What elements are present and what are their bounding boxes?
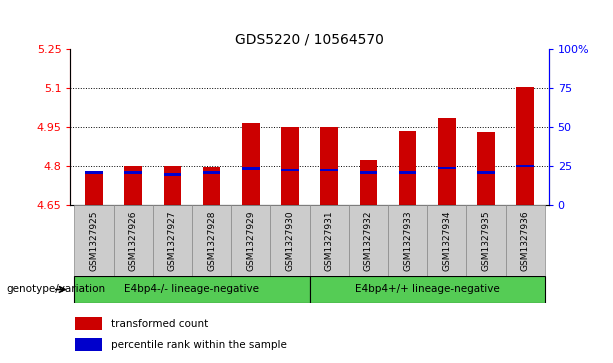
Text: GSM1327932: GSM1327932 [364, 211, 373, 271]
Bar [74, 276, 310, 303]
Text: transformed count: transformed count [111, 318, 208, 329]
Bar [231, 205, 270, 276]
Text: GSM1327934: GSM1327934 [442, 211, 451, 271]
Bar [242, 123, 259, 205]
Bar [321, 127, 338, 205]
Text: GSM1327933: GSM1327933 [403, 211, 412, 272]
Bar [310, 205, 349, 276]
Bar [75, 338, 102, 351]
Bar [74, 205, 113, 276]
Title: GDS5220 / 10564570: GDS5220 / 10564570 [235, 32, 384, 46]
Bar [506, 205, 545, 276]
Text: GSM1327928: GSM1327928 [207, 211, 216, 271]
Bar [349, 205, 388, 276]
Bar [281, 169, 299, 171]
Text: E4bp4+/+ lineage-negative: E4bp4+/+ lineage-negative [355, 285, 500, 294]
Text: GSM1327925: GSM1327925 [89, 211, 99, 271]
Bar [124, 166, 142, 205]
Bar [321, 169, 338, 171]
Bar [388, 205, 427, 276]
Text: GSM1327926: GSM1327926 [129, 211, 138, 271]
Text: E4bp4-/- lineage-negative: E4bp4-/- lineage-negative [124, 285, 259, 294]
Bar [516, 165, 534, 167]
Bar [270, 205, 310, 276]
Text: GSM1327930: GSM1327930 [286, 211, 294, 272]
Bar [124, 171, 142, 174]
Bar [438, 118, 455, 205]
Bar [398, 131, 416, 205]
Bar [242, 167, 259, 170]
Bar [113, 205, 153, 276]
Bar [192, 205, 231, 276]
Bar [164, 166, 181, 205]
Bar [85, 171, 103, 174]
Bar [360, 160, 377, 205]
Text: genotype/variation: genotype/variation [6, 285, 105, 294]
Bar [281, 127, 299, 205]
Bar [164, 173, 181, 176]
Bar [203, 167, 221, 205]
Bar [438, 167, 455, 170]
Bar [360, 171, 377, 174]
Text: GSM1327936: GSM1327936 [520, 211, 530, 272]
Bar [203, 171, 221, 174]
Bar [516, 87, 534, 205]
Text: GSM1327929: GSM1327929 [246, 211, 255, 271]
Bar [85, 172, 103, 205]
Bar [477, 171, 495, 174]
Text: percentile rank within the sample: percentile rank within the sample [111, 340, 287, 350]
Bar [75, 317, 102, 330]
Bar [310, 276, 545, 303]
Bar [466, 205, 506, 276]
Bar [398, 171, 416, 174]
Bar [153, 205, 192, 276]
Bar [427, 205, 466, 276]
Text: GSM1327935: GSM1327935 [481, 211, 490, 272]
Text: GSM1327927: GSM1327927 [168, 211, 177, 271]
Text: GSM1327931: GSM1327931 [325, 211, 333, 272]
Bar [477, 132, 495, 205]
